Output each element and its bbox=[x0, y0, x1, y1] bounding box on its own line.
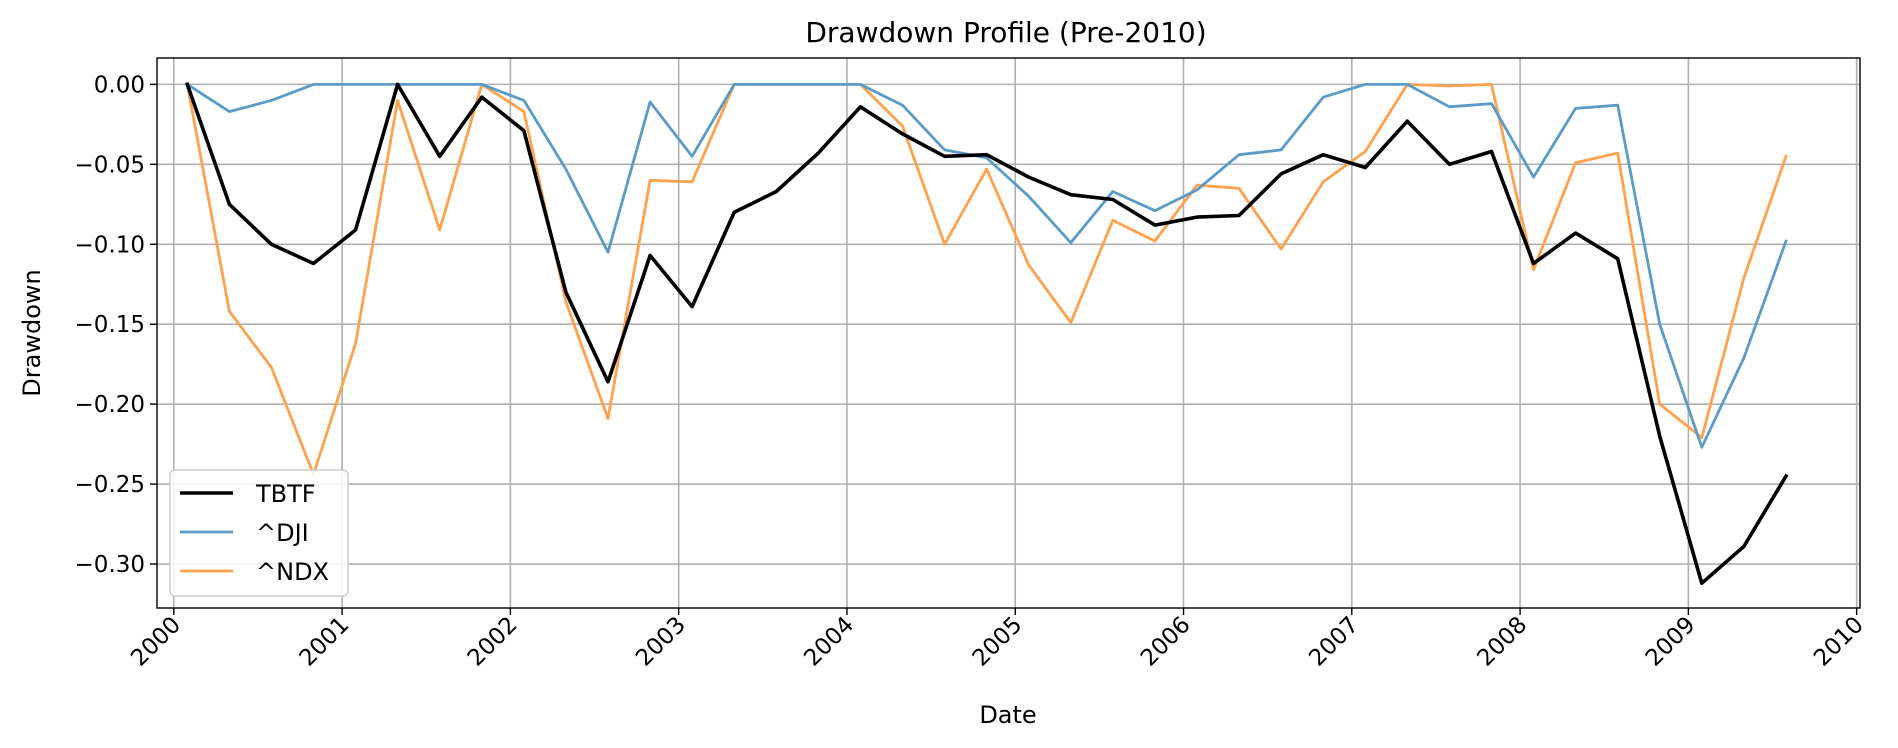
series-line-tbtf bbox=[185, 82, 1789, 586]
y-axis-ticks: 0.00 −0.05 −0.10 −0.15 −0.20 −0.25 −0.30 bbox=[75, 72, 157, 578]
series-lines bbox=[185, 82, 1789, 586]
chart-title: Drawdown Profile (Pre-2010) bbox=[805, 16, 1206, 49]
y-tick-label: −0.05 bbox=[75, 152, 145, 178]
legend-box bbox=[169, 469, 349, 597]
y-tick-label: −0.15 bbox=[75, 312, 145, 338]
legend-label: ^NDX bbox=[256, 558, 329, 586]
legend: TBTF ^DJI ^NDX bbox=[169, 469, 349, 597]
y-tick-label: −0.10 bbox=[75, 232, 145, 258]
y-tick-label: −0.25 bbox=[75, 472, 145, 498]
y-tick-label: −0.20 bbox=[75, 392, 145, 418]
series-line-dji bbox=[185, 82, 1788, 449]
series-line-ndx bbox=[185, 82, 1788, 476]
y-tick-label: 0.00 bbox=[94, 72, 145, 98]
y-axis-label: Drawdown bbox=[18, 269, 46, 396]
y-tick-label: −0.30 bbox=[75, 552, 145, 578]
legend-label: ^DJI bbox=[256, 519, 309, 547]
legend-label: TBTF bbox=[255, 480, 316, 508]
plot-frame bbox=[156, 57, 1861, 609]
x-axis-label: Date bbox=[979, 701, 1036, 729]
